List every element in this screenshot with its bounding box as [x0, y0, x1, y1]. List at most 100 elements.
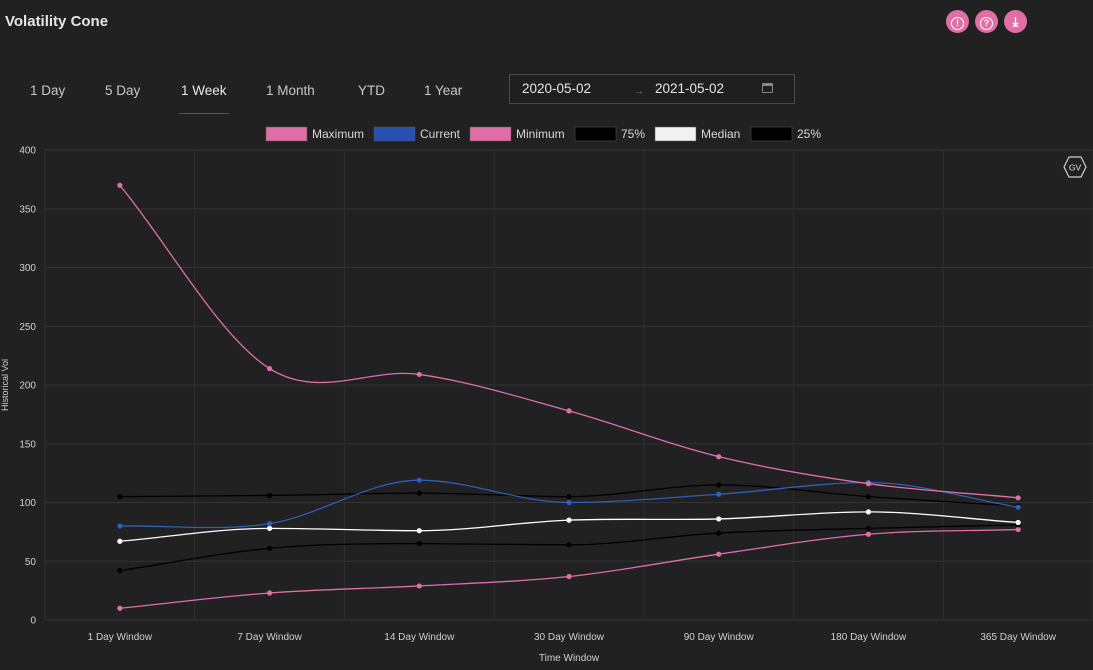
- help-button[interactable]: ?: [975, 10, 998, 33]
- data-point: [266, 545, 273, 551]
- download-button[interactable]: ⤓: [1004, 10, 1027, 33]
- data-point: [117, 182, 123, 188]
- series-line: [119, 511, 1019, 542]
- data-point: [865, 481, 872, 487]
- series-line: [119, 524, 1019, 572]
- data-point: [117, 538, 123, 544]
- data-point: [117, 568, 123, 574]
- data-point: [566, 499, 572, 506]
- chart-legend: Maximum Current Minimum 75% Median 25%: [265, 126, 821, 142]
- y-tick-label: 350: [19, 204, 36, 215]
- legend-swatch: [654, 126, 697, 142]
- end-date-input[interactable]: 2021-05-02: [655, 81, 725, 96]
- legend-label: Minimum: [516, 127, 565, 141]
- series-line: [119, 528, 1019, 609]
- data-point: [1015, 519, 1021, 526]
- data-point: [865, 509, 872, 515]
- data-point: [716, 551, 722, 557]
- x-axis-title: Time Window: [539, 653, 600, 664]
- x-tick-label: 7 Day Window: [237, 632, 302, 643]
- data-point: [566, 517, 572, 523]
- data-point: [566, 408, 572, 414]
- calendar-icon[interactable]: [762, 83, 773, 93]
- data-point: [416, 583, 422, 589]
- series-maximum: [117, 182, 1021, 501]
- y-tick-label: 150: [19, 439, 36, 450]
- data-point: [1015, 495, 1021, 501]
- legend-swatch: [265, 126, 308, 142]
- legend-swatch: [574, 126, 617, 142]
- series-median: [117, 509, 1021, 544]
- data-point: [716, 482, 722, 488]
- y-tick-label: 300: [19, 263, 36, 274]
- data-point: [865, 494, 872, 500]
- legend-label: Median: [701, 127, 740, 141]
- tab-1-year[interactable]: 1 Year: [424, 83, 463, 98]
- alert-circle-icon: !: [951, 17, 964, 30]
- y-tick-label: 100: [19, 498, 36, 509]
- data-point: [716, 454, 722, 460]
- data-point: [716, 491, 722, 497]
- date-range-picker[interactable]: 2020-05-02 → 2021-05-02: [509, 74, 795, 104]
- data-point: [266, 365, 273, 372]
- legend-swatch: [469, 126, 512, 142]
- data-point: [1015, 504, 1021, 510]
- data-point: [416, 541, 422, 547]
- data-point: [566, 542, 572, 548]
- legend-label: Current: [420, 127, 461, 141]
- legend-swatch: [750, 126, 793, 142]
- legend-label: 25%: [797, 127, 821, 141]
- page-title: Volatility Cone: [5, 13, 109, 30]
- data-point: [266, 492, 273, 499]
- y-tick-label: 200: [19, 381, 36, 392]
- data-point: [716, 530, 722, 536]
- data-point: [566, 573, 572, 580]
- series-line: [119, 184, 1019, 499]
- data-point: [416, 490, 422, 496]
- data-point: [117, 605, 123, 611]
- legend-swatch: [373, 126, 416, 142]
- data-point: [266, 525, 273, 531]
- tab-5-day[interactable]: 5 Day: [105, 83, 141, 98]
- data-point: [266, 521, 273, 527]
- chart-grid: [44, 149, 1093, 621]
- legend-label: Maximum: [312, 127, 364, 141]
- tab-1-day[interactable]: 1 Day: [30, 83, 66, 98]
- tab-1-week[interactable]: 1 Week: [179, 74, 229, 114]
- legend-label: 75%: [621, 127, 645, 141]
- x-tick-label: 180 Day Window: [831, 632, 907, 643]
- help-circle-icon: ?: [980, 17, 993, 30]
- tab-1-month[interactable]: 1 Month: [266, 83, 315, 98]
- x-tick-label: 14 Day Window: [384, 632, 455, 643]
- tab-ytd[interactable]: YTD: [358, 83, 385, 98]
- series-minimum: [117, 526, 1021, 611]
- download-icon: ⤓: [1012, 14, 1019, 29]
- x-tick-label: 90 Day Window: [684, 632, 755, 643]
- gv-logo-text: GV: [1069, 163, 1082, 173]
- x-tick-label: 30 Day Window: [534, 632, 605, 643]
- data-point: [716, 516, 722, 522]
- y-tick-label: 400: [19, 146, 36, 157]
- y-tick-label: 50: [25, 557, 37, 568]
- data-point: [566, 494, 572, 500]
- date-range-separator: →: [634, 86, 644, 97]
- data-point: [865, 525, 872, 531]
- series-25pct: [117, 522, 1021, 574]
- data-point: [416, 371, 422, 378]
- gv-logo: GV: [1063, 156, 1087, 178]
- data-point: [416, 477, 422, 483]
- x-tick-label: 365 Day Window: [980, 632, 1056, 643]
- data-point: [117, 494, 123, 500]
- y-tick-label: 250: [19, 322, 36, 333]
- x-tick-label: 1 Day Window: [88, 632, 153, 643]
- data-point: [117, 523, 123, 529]
- data-point: [266, 590, 273, 596]
- data-point: [416, 528, 422, 534]
- start-date-input[interactable]: 2020-05-02: [522, 81, 592, 96]
- data-point: [865, 531, 872, 537]
- y-axis-title: Historical Vol: [0, 359, 10, 411]
- data-point: [1015, 526, 1021, 533]
- y-tick-label: 0: [30, 616, 36, 627]
- info-button[interactable]: !: [946, 10, 969, 33]
